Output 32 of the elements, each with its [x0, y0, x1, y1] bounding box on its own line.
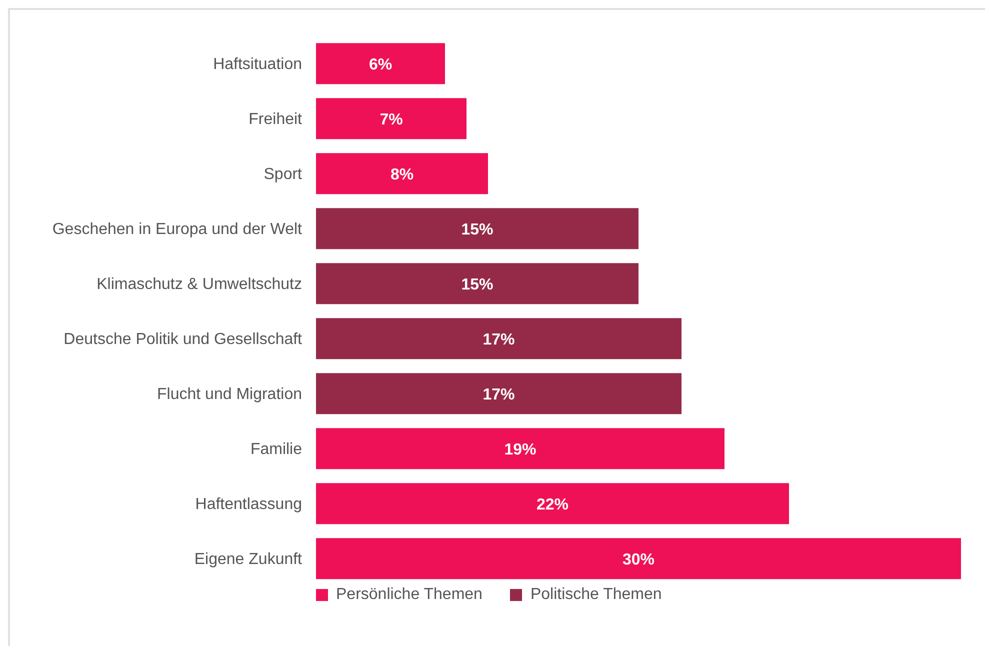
y-tick-label: Klimaschutz & Umweltschutz — [96, 276, 302, 294]
y-tick-label: Flucht und Migration — [157, 386, 302, 404]
data-label: 22% — [536, 496, 569, 514]
data-label: 15% — [461, 276, 494, 294]
data-label: 7% — [380, 111, 403, 128]
bar — [316, 483, 789, 524]
y-tick-label: Geschehen in Europa und der Welt — [52, 221, 303, 238]
bar — [316, 153, 488, 194]
bar — [316, 43, 445, 84]
data-label: 19% — [504, 441, 536, 458]
data-label: 6% — [368, 56, 392, 74]
data-label: 17% — [482, 331, 515, 348]
data-label: 17% — [482, 386, 515, 404]
bar — [316, 538, 961, 580]
y-tick-label: Eigene Zukunft — [194, 551, 303, 568]
legend-label: Persönliche Themen — [336, 586, 482, 604]
bar — [316, 318, 682, 360]
data-label: 30% — [622, 551, 655, 568]
bar — [316, 263, 638, 304]
legend-label: Politische Themen — [530, 586, 662, 604]
bar — [316, 428, 724, 470]
y-tick-label: Haftsituation — [213, 56, 302, 74]
y-tick-label: Haftentlassung — [195, 496, 302, 514]
y-tick-label: Deutsche Politik und Gesellschaft — [64, 331, 303, 348]
data-label: 15% — [461, 221, 494, 238]
y-tick-label: Sport — [264, 166, 303, 184]
data-label: 8% — [390, 166, 414, 184]
y-tick-label: Freiheit — [248, 111, 303, 128]
bar — [316, 373, 682, 414]
bar — [316, 208, 638, 250]
y-tick-label: Familie — [250, 441, 302, 458]
bar — [316, 98, 466, 140]
